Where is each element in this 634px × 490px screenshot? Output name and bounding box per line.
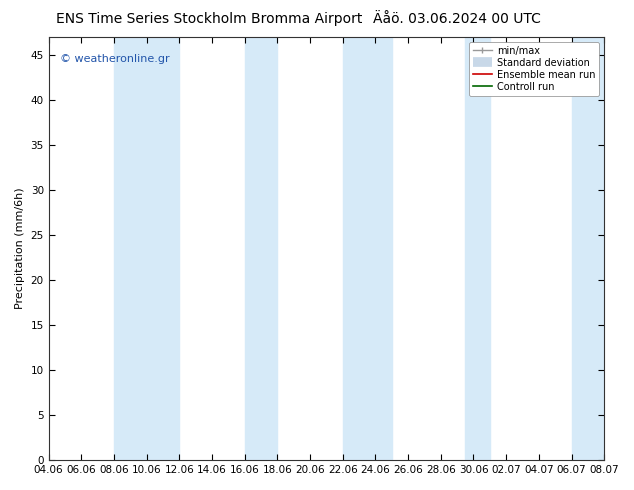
Legend: min/max, Standard deviation, Ensemble mean run, Controll run: min/max, Standard deviation, Ensemble me… [469,42,599,96]
Bar [245,37,278,460]
Bar [465,37,490,460]
Text: © weatheronline.gr: © weatheronline.gr [60,54,169,64]
Text: ENS Time Series Stockholm Bromma Airport: ENS Time Series Stockholm Bromma Airport [56,12,363,26]
Bar [343,37,392,460]
Text: Äåö. 03.06.2024 00 UTC: Äåö. 03.06.2024 00 UTC [373,12,540,26]
Bar [571,37,604,460]
Bar [114,37,179,460]
Y-axis label: Precipitation (mm/6h): Precipitation (mm/6h) [15,188,25,309]
